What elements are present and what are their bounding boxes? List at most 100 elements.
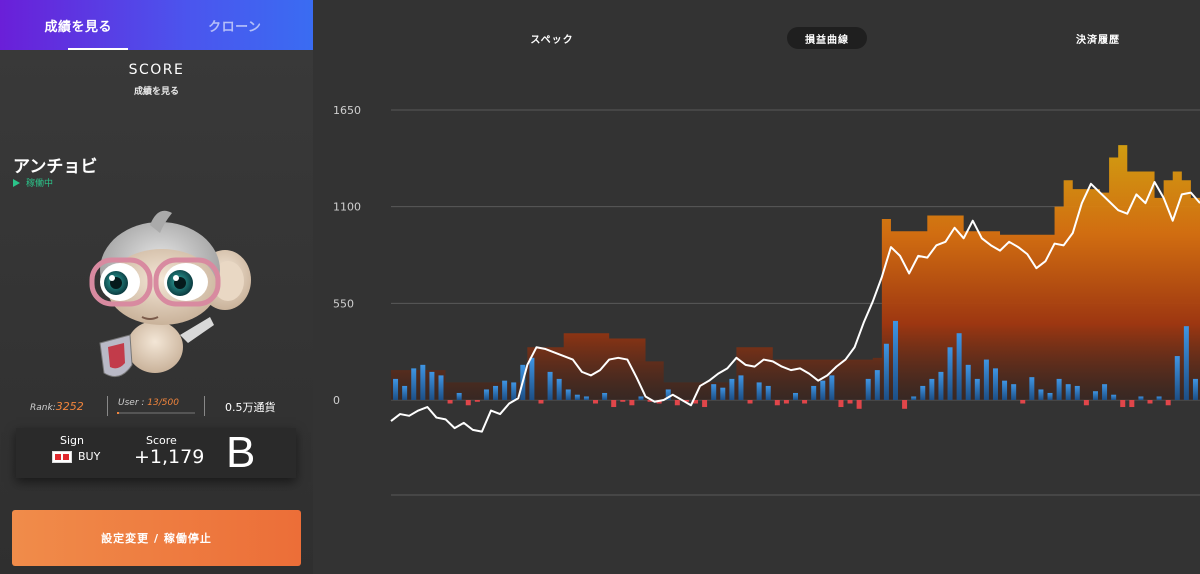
loss-bar bbox=[1129, 400, 1135, 408]
profit-bar bbox=[892, 320, 898, 400]
profit-bar bbox=[1183, 326, 1189, 400]
profit-bar bbox=[502, 380, 508, 400]
mascot-image bbox=[89, 210, 251, 378]
loss-bar bbox=[702, 400, 708, 408]
profit-bar bbox=[956, 333, 962, 400]
loss-bar bbox=[611, 400, 617, 408]
left-panel: 成績を見る クローン SCORE 成績を見る アンチョビ 稼働中 bbox=[0, 0, 313, 574]
profit-bar bbox=[556, 378, 562, 400]
loss-bar bbox=[1020, 400, 1026, 404]
profit-bar bbox=[720, 387, 726, 400]
profit-bar bbox=[511, 382, 517, 400]
tab-clone[interactable]: クローン bbox=[208, 19, 262, 35]
rank-label: Rank: bbox=[30, 403, 56, 413]
profit-bar bbox=[938, 371, 944, 400]
profit-bar bbox=[920, 385, 926, 400]
loss-bar bbox=[647, 400, 653, 402]
loss-bar bbox=[802, 400, 808, 404]
profit-bar bbox=[402, 385, 408, 400]
currency-amount: 0.5万通貨 bbox=[225, 401, 276, 414]
profit-bar bbox=[493, 385, 499, 400]
profit-bar bbox=[602, 392, 608, 400]
tab-trade-history[interactable]: 決済履歴 bbox=[1076, 34, 1120, 46]
grade: B bbox=[226, 428, 256, 477]
active-tab-indicator bbox=[68, 48, 128, 50]
loss-bar bbox=[474, 400, 480, 402]
profit-bar bbox=[1002, 380, 1008, 400]
max-equity-area bbox=[391, 145, 1200, 400]
profit-bar bbox=[765, 385, 771, 400]
settings-stop-button[interactable]: 設定変更 / 稼働停止 bbox=[12, 510, 301, 566]
profit-bar bbox=[1174, 356, 1180, 400]
divider bbox=[204, 396, 205, 416]
profit-bar bbox=[420, 364, 426, 400]
bot-status: 稼働中 bbox=[13, 176, 53, 189]
profit-bar bbox=[911, 396, 917, 400]
loss-bar bbox=[1083, 400, 1089, 406]
profit-bar bbox=[711, 384, 717, 400]
profit-bar bbox=[729, 378, 735, 400]
tab-pnl-curve[interactable]: 損益曲線 bbox=[787, 27, 867, 49]
profit-bar bbox=[638, 396, 644, 400]
stats-row: Rank:3252 User : 13/500 0.5万通貨 bbox=[0, 396, 313, 418]
profit-bar bbox=[1029, 377, 1035, 400]
profit-bar bbox=[1047, 392, 1053, 400]
bot-status-label: 稼働中 bbox=[26, 179, 54, 189]
loss-bar bbox=[1147, 400, 1153, 404]
profit-bar bbox=[883, 343, 889, 400]
loss-bar bbox=[593, 400, 599, 404]
profit-bar bbox=[393, 378, 399, 400]
tab-spec[interactable]: スペック bbox=[530, 34, 574, 46]
profit-bar bbox=[874, 370, 880, 400]
flag-icon bbox=[52, 450, 72, 463]
y-tick-label: 1100 bbox=[333, 201, 361, 214]
profit-bar bbox=[820, 380, 826, 400]
score-subtitle: 成績を見る bbox=[133, 87, 179, 97]
profit-bar bbox=[793, 392, 798, 400]
loss-bar bbox=[620, 400, 626, 402]
profit-bar bbox=[483, 389, 489, 400]
score-value: +1,179 bbox=[134, 446, 205, 468]
profit-bar bbox=[1102, 384, 1108, 400]
loss-bar bbox=[683, 400, 689, 402]
profit-bar bbox=[1065, 384, 1071, 400]
profit-bar bbox=[1011, 384, 1017, 400]
loss-bar bbox=[747, 400, 753, 404]
loss-bar bbox=[783, 400, 789, 404]
profit-bar bbox=[929, 378, 935, 400]
profit-bar bbox=[1038, 389, 1044, 400]
profit-bar bbox=[1074, 385, 1080, 400]
profit-bar bbox=[1111, 394, 1117, 400]
profit-bar bbox=[565, 389, 571, 400]
users-label: User : bbox=[118, 398, 148, 408]
profit-bar bbox=[1138, 396, 1144, 400]
loss-bar bbox=[774, 400, 780, 406]
y-tick-label: 0 bbox=[333, 394, 340, 407]
profit-bar bbox=[965, 364, 971, 400]
profit-bar bbox=[983, 359, 989, 400]
divider bbox=[107, 396, 108, 416]
rank-value: 3252 bbox=[55, 400, 84, 413]
rank: Rank:3252 bbox=[30, 400, 84, 413]
top-tab-bar: 成績を見る クローン bbox=[0, 0, 313, 50]
users-progress-fill bbox=[117, 412, 120, 414]
play-icon bbox=[13, 178, 20, 187]
users-value: 13/500 bbox=[147, 398, 179, 408]
profit-bar bbox=[947, 347, 953, 400]
loss-bar bbox=[629, 400, 635, 406]
profit-bar bbox=[456, 392, 462, 400]
profit-bar bbox=[1056, 378, 1062, 400]
profit-bar bbox=[429, 371, 435, 400]
profit-bar bbox=[665, 389, 671, 400]
profit-bar bbox=[1192, 378, 1198, 400]
loss-bar bbox=[1165, 400, 1171, 406]
tab-view-results[interactable]: 成績を見る bbox=[44, 19, 112, 35]
loss-bar bbox=[674, 400, 680, 406]
y-tick-label: 550 bbox=[333, 297, 354, 310]
pnl-line bbox=[390, 181, 1200, 433]
pnl-chart: 1650 1100 550 0 bbox=[333, 104, 1200, 496]
profit-bar bbox=[865, 378, 871, 400]
profit-bar bbox=[1092, 391, 1098, 400]
loss-bar bbox=[902, 400, 908, 409]
